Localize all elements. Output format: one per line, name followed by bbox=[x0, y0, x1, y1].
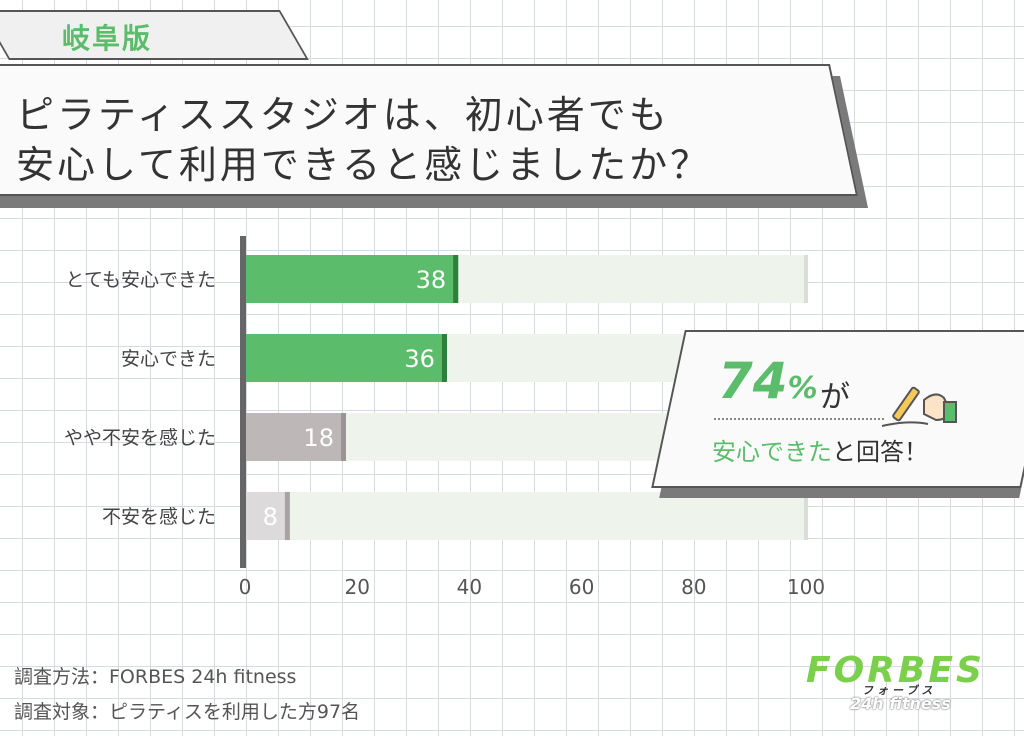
bar-track bbox=[245, 492, 806, 540]
callout-percent-suffix: が bbox=[820, 380, 850, 415]
chart-title-line-2: 安心して利用できると感じましたか？ bbox=[16, 143, 712, 187]
category-label: 不安を感じた bbox=[102, 506, 216, 528]
region-tag-box bbox=[0, 10, 309, 60]
pen-hand-icon bbox=[881, 386, 957, 427]
bar-edge bbox=[441, 334, 447, 382]
data-label: 36 bbox=[404, 345, 435, 373]
logo-kana-text: フォーブス bbox=[862, 684, 937, 697]
data-label: 8 bbox=[263, 503, 278, 531]
logo-sub-text: 24h fitness bbox=[850, 694, 951, 713]
forbes-logo: FORBES フォーブス 24h fitness bbox=[806, 650, 996, 720]
x-tick-label: 40 bbox=[457, 575, 482, 599]
x-tick-label: 20 bbox=[344, 575, 369, 599]
category-label: 安心できた bbox=[121, 348, 216, 370]
x-tick-label: 60 bbox=[569, 575, 594, 599]
bar-track-end bbox=[804, 255, 808, 303]
callout-percent-unit: % bbox=[787, 371, 818, 406]
callout-percent: 74% bbox=[718, 352, 818, 410]
survey-target: 調査対象：ピラティスを利用した方97名 bbox=[14, 701, 361, 723]
x-tick-label: 0 bbox=[239, 575, 252, 599]
callout-rest: と回答！ bbox=[832, 438, 928, 466]
callout-highlight: 安心できた bbox=[712, 438, 832, 466]
bar bbox=[245, 255, 459, 303]
y-axis-line bbox=[240, 236, 246, 568]
bar-edge bbox=[284, 492, 290, 540]
bar bbox=[245, 413, 346, 461]
x-tick-label: 100 bbox=[787, 575, 825, 599]
bar bbox=[245, 492, 290, 540]
callout-underline bbox=[714, 418, 884, 420]
callout-line-2: 安心できたと回答！ bbox=[712, 432, 928, 467]
data-label: 18 bbox=[303, 424, 334, 452]
bar bbox=[245, 334, 447, 382]
bar-edge bbox=[340, 413, 346, 461]
region-tag: 岐阜版 bbox=[62, 22, 153, 55]
callout-percent-number: 74 bbox=[718, 352, 788, 410]
bar-track-end bbox=[804, 492, 808, 540]
x-tick-label: 80 bbox=[681, 575, 706, 599]
category-label: やや不安を感じた bbox=[64, 427, 216, 449]
survey-method: 調査方法：FORBES 24h fitness bbox=[14, 666, 297, 688]
chart-title-line-1: ピラティススタジオは、初心者でも bbox=[16, 93, 670, 137]
data-label: 38 bbox=[416, 266, 447, 294]
category-label: とても安心できた bbox=[66, 269, 216, 291]
logo-main-text: FORBES bbox=[806, 650, 985, 691]
bar-edge bbox=[453, 255, 459, 303]
